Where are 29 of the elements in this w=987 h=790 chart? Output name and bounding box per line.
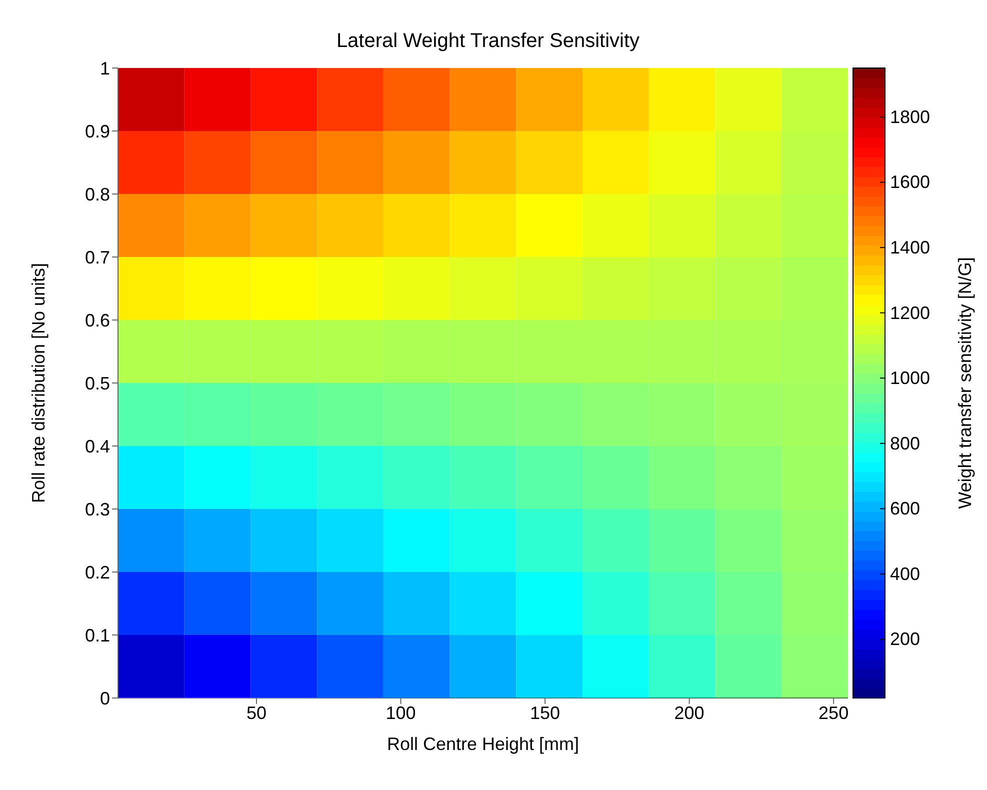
color-bar-label: 600 <box>890 498 920 519</box>
color-bar-label: 1200 <box>890 302 930 323</box>
chart-title: Lateral Weight Transfer Sensitivity <box>335 30 641 53</box>
color-bar-label: 400 <box>890 564 920 584</box>
y-tick-label: 0.3 <box>84 499 110 520</box>
color-bar-label: 1400 <box>890 238 930 258</box>
x-tick-label: 150 <box>530 702 560 723</box>
y-tick-label: 0.1 <box>84 625 110 646</box>
x-axis-title: Roll Centre Height [mm] <box>386 734 580 754</box>
y-tick-label: 0.9 <box>84 121 110 142</box>
y-tick-label: 0.5 <box>84 373 110 394</box>
y-tick-label: 0.4 <box>84 436 110 456</box>
y-tick-label: 0.2 <box>84 562 110 582</box>
color-bar-label: 200 <box>890 629 920 650</box>
x-tick-label: 50 <box>246 702 267 723</box>
y-tick-label: 0.6 <box>84 310 110 330</box>
x-tick-label: 200 <box>674 702 704 723</box>
color-bar-label: 1800 <box>890 106 930 127</box>
y-tick-label: 0 <box>100 688 110 708</box>
x-tick-label: 250 <box>818 702 849 723</box>
y-tick-label: 0.8 <box>84 184 110 204</box>
color-bar-label: 800 <box>890 433 920 454</box>
y-axis-title: Roll rate distribution [No units] <box>28 262 48 504</box>
color-bar-label: 1000 <box>890 368 930 388</box>
x-tick-label: 100 <box>386 702 416 723</box>
color-bar-title: Weight transfer sensitivity [N/G] <box>955 257 975 509</box>
y-tick-label: 0.7 <box>84 247 110 268</box>
color-bar-label: 1600 <box>890 172 930 192</box>
y-tick-label: 1 <box>100 58 110 78</box>
